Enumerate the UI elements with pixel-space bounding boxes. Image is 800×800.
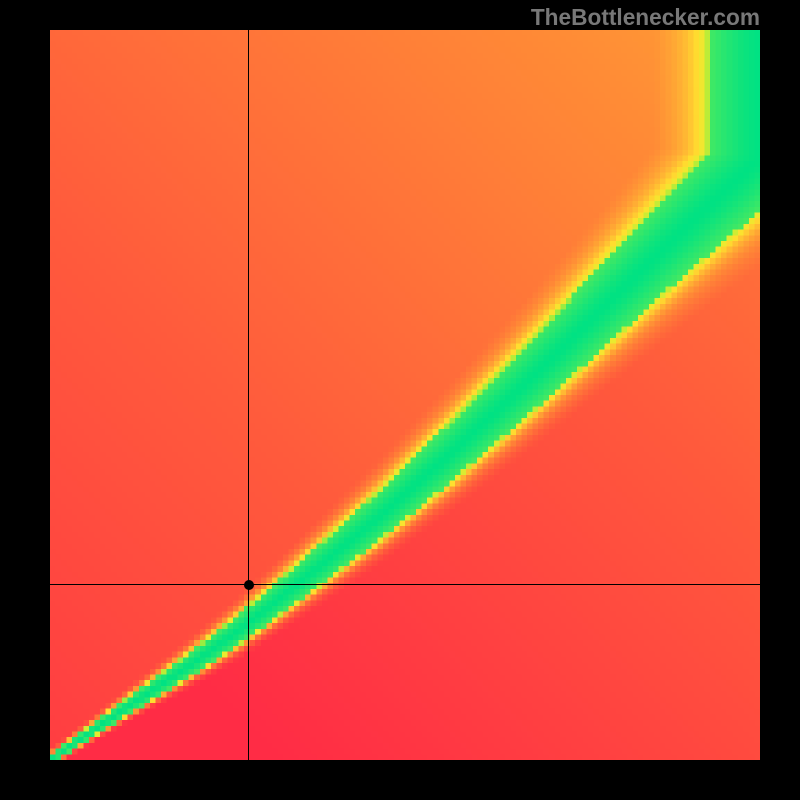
crosshair-vertical: [248, 30, 249, 760]
watermark-label: TheBottlenecker.com: [531, 4, 760, 31]
crosshair-horizontal: [50, 584, 760, 585]
bottleneck-heatmap: [50, 30, 760, 760]
selection-marker: [244, 580, 254, 590]
chart-container: TheBottlenecker.com: [0, 0, 800, 800]
